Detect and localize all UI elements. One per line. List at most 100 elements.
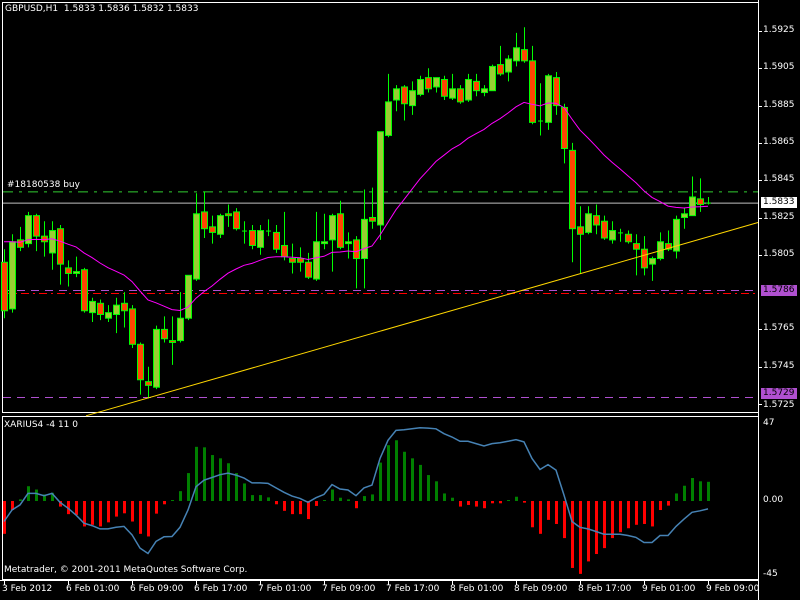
histogram-bar — [539, 501, 542, 534]
histogram-bar — [43, 494, 46, 501]
candle-body — [217, 215, 224, 235]
candle-body — [33, 215, 40, 237]
time-tick-label: 6 Feb 17:00 — [194, 584, 248, 594]
histogram-bar — [483, 501, 486, 509]
candle — [441, 75, 448, 101]
histogram-bar — [499, 501, 502, 504]
candle-body — [609, 230, 616, 241]
candle — [161, 316, 168, 343]
candle-body — [561, 106, 568, 149]
time-tick-label: 9 Feb 01:00 — [642, 584, 696, 594]
histogram-bar — [115, 501, 118, 517]
histogram-bar — [387, 445, 390, 501]
candle-body — [521, 49, 528, 62]
candle-body — [473, 80, 480, 92]
candle — [473, 73, 480, 97]
candle — [641, 236, 648, 276]
candle — [249, 224, 256, 250]
candle — [449, 73, 456, 101]
price-tick-label: 1.5805 — [763, 248, 795, 259]
histogram-bar — [459, 501, 462, 507]
histogram-bar — [355, 501, 358, 509]
histogram-bar — [227, 463, 230, 501]
candle-body — [425, 77, 432, 90]
candle — [169, 316, 176, 365]
histogram-bar — [35, 489, 38, 501]
candle-body — [569, 149, 576, 230]
candle — [393, 85, 400, 112]
histogram-bar — [307, 501, 310, 520]
price-tick-label: 1.5845 — [763, 174, 795, 185]
candle — [201, 191, 208, 239]
histogram-bar — [51, 492, 54, 501]
candle — [681, 208, 688, 229]
candle — [217, 213, 224, 239]
histogram-bar — [619, 501, 622, 533]
candle-body — [345, 241, 352, 245]
candle-body — [225, 213, 232, 217]
candle-body — [633, 243, 640, 250]
candle — [577, 206, 584, 274]
candle — [505, 55, 512, 82]
candle-body — [113, 304, 120, 315]
histogram-bar — [611, 501, 614, 539]
oscillator-line — [3, 427, 709, 555]
histogram-bar — [683, 485, 686, 501]
candle-body — [449, 88, 456, 99]
histogram-bar — [155, 501, 158, 514]
histogram-bar — [667, 501, 670, 506]
candle-body — [297, 258, 304, 263]
chart-header: GBPUSD,H1 1.5833 1.5836 1.5832 1.5833 — [5, 4, 198, 15]
time-tick-label: 8 Feb 09:00 — [514, 584, 568, 594]
time-tick-label: 8 Feb 17:00 — [578, 584, 632, 594]
candle-body — [73, 271, 80, 274]
candle — [185, 274, 192, 321]
histogram-bar — [515, 496, 518, 501]
price-tick-label: 1.5745 — [763, 360, 795, 371]
histogram-bar — [579, 501, 582, 574]
candle-body — [289, 258, 296, 263]
candle — [409, 81, 416, 115]
candle-body — [209, 226, 216, 233]
candle-body — [137, 343, 144, 381]
candle-body — [201, 211, 208, 230]
histogram-bar — [91, 501, 94, 525]
candle-body — [65, 267, 72, 274]
candle-body — [593, 215, 600, 226]
symbol-timeframe: GBPUSD,H1 — [5, 4, 59, 14]
histogram-bar — [555, 501, 558, 524]
candle — [329, 213, 336, 272]
histogram-bar — [123, 501, 126, 514]
candle — [337, 200, 344, 250]
candle — [673, 215, 680, 259]
time-tick-label: 7 Feb 17:00 — [386, 584, 440, 594]
candle — [649, 256, 656, 281]
candle-body — [433, 77, 440, 88]
candle-body — [121, 302, 128, 312]
histogram-bar — [219, 458, 222, 501]
histogram-bar — [99, 501, 102, 527]
candle-body — [257, 230, 264, 248]
histogram-bar — [291, 501, 294, 515]
candle-body — [353, 239, 360, 260]
candle — [665, 230, 672, 252]
candle-body — [681, 213, 688, 219]
candle-body — [417, 78, 424, 95]
histogram-bar — [419, 464, 422, 501]
candle-body — [465, 78, 472, 101]
histogram-bar — [171, 500, 174, 502]
histogram-bar — [595, 501, 598, 555]
histogram-bar — [523, 501, 526, 503]
candle-body — [545, 75, 552, 123]
order-label: #18180538 buy — [7, 180, 80, 190]
time-tick-label: 8 Feb 01:00 — [450, 584, 504, 594]
candle — [425, 68, 432, 93]
time-tick-label: 3 Feb 2012 — [2, 584, 53, 594]
histogram-bar — [563, 501, 566, 539]
histogram-bar — [267, 497, 270, 501]
indicator-zero-label: 0.00 — [763, 495, 784, 505]
histogram-bar — [3, 501, 6, 534]
histogram-bar — [659, 501, 662, 511]
candle — [105, 305, 112, 322]
